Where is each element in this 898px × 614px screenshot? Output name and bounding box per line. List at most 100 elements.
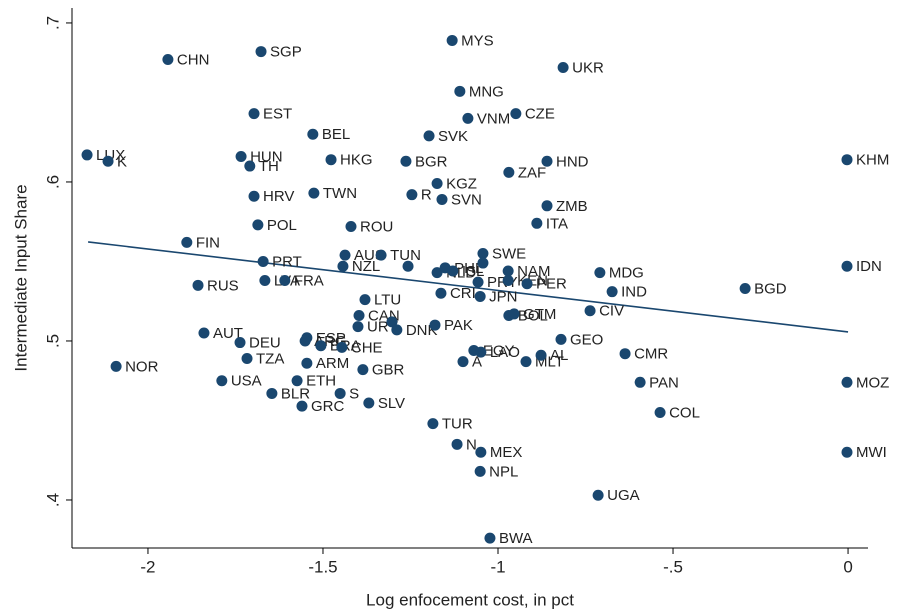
point-label: EST [263,106,292,123]
point [241,352,253,364]
point-label: SVK [438,128,468,145]
point-label: NAM [517,263,550,280]
point [192,279,204,291]
point-label: TZA [256,350,284,367]
point [474,465,486,477]
point [477,248,489,260]
point-label: PAK [444,317,473,334]
point-label: FRA [294,273,324,290]
point-label: MOZ [856,374,889,391]
point-label: HKG [340,152,373,169]
point [541,200,553,212]
point-label: BGD [754,280,787,297]
point-label: MWI [856,444,887,461]
point-label: GRC [311,398,345,415]
point-label: VNM [477,110,510,127]
point-label: FIN [196,234,220,251]
point-label: JPN [489,288,517,305]
point [359,294,371,306]
point-label: CHE [351,339,383,356]
point [252,219,264,231]
point [423,130,435,142]
point-label: PAN [649,374,679,391]
point [301,357,313,369]
point-label: AL [550,347,568,364]
point [406,189,418,201]
point-label: MNG [469,83,504,100]
x-axis-title: Log enfocement cost, in pct [366,590,574,609]
point [462,112,474,124]
point-label: UKR [572,59,604,76]
point-label: MYS [461,32,494,49]
point [520,356,532,368]
point [181,236,193,248]
point [457,356,469,368]
point [257,255,269,267]
point-label: USA [231,373,262,390]
point-label: BOL [518,307,548,324]
point [353,310,365,322]
point [431,267,443,279]
point [400,155,412,167]
point [503,166,515,178]
point-label: PRT [272,253,302,270]
point-label: EGY [483,342,515,359]
point [336,341,348,353]
point-label: NPL [489,463,518,480]
point [435,287,447,299]
x-tick-label: -2 [140,557,155,576]
point [477,257,489,269]
point-label: MEX [490,444,523,461]
point-label: ZMB [556,198,588,215]
point-label: ROU [360,218,393,235]
point [391,324,403,336]
point-label: CMR [634,346,668,363]
point-label: SGP [270,44,302,61]
point [255,46,267,58]
point-label: BEL [322,126,350,143]
point [299,335,311,347]
point [446,34,458,46]
point-label: SLV [378,395,405,412]
point-label: K [117,153,127,170]
y-tick-label: .6 [43,175,62,189]
point [386,316,398,328]
point [502,265,514,277]
point [592,489,604,501]
point [521,278,533,290]
y-tick-label: .5 [43,334,62,348]
point-label: ARM [316,355,349,372]
y-tick-label: .4 [43,493,62,507]
point-label: TH [259,158,279,175]
point [308,187,320,199]
point [296,400,308,412]
point-label: R [421,187,432,204]
point-label: UGA [607,487,640,504]
point-label: LAO [490,344,520,361]
point-label: TUN [390,247,421,264]
point [654,407,666,419]
point-label: CZE [525,106,555,123]
point-label: HRV [263,188,294,205]
point [475,346,487,358]
x-tick-label: -1 [490,557,505,576]
point-label: IDN [856,258,882,275]
point [510,108,522,120]
point [402,260,414,272]
point [508,308,520,320]
point-label: RUS [207,277,239,294]
point [739,282,751,294]
point-label: AUT [213,325,243,342]
point-label: COL [669,404,700,421]
point-label: NOR [125,358,158,375]
point [216,375,228,387]
point-label: KGZ [446,176,477,193]
point-label: NZL [352,258,380,275]
point [619,348,631,360]
point [594,267,606,279]
point-label: CRI [450,285,476,302]
y-axis-title: Intermediate Input Share [11,184,30,371]
point [162,54,174,66]
